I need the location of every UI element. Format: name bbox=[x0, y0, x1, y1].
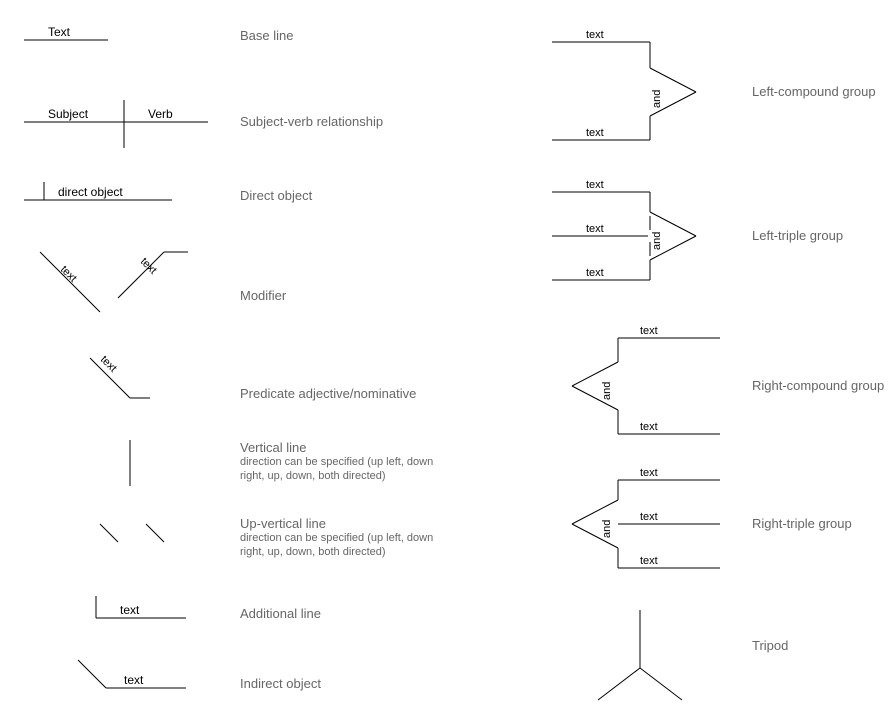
label-direct-object: Direct object bbox=[240, 188, 313, 203]
diagram-canvas: Text Base line Subject Verb Subject-verb… bbox=[0, 0, 889, 724]
item-subject-verb: Subject Verb Subject-verb relationship bbox=[24, 100, 383, 148]
label-subject-verb: Subject-verb relationship bbox=[240, 114, 383, 129]
label-indirect-object: Indirect object bbox=[240, 676, 321, 691]
label-vertical-line: Vertical line bbox=[240, 440, 306, 455]
lt-top: text bbox=[586, 179, 604, 191]
label-tripod: Tripod bbox=[752, 638, 788, 653]
lt-mid: text bbox=[586, 223, 604, 235]
rt-top: text bbox=[640, 467, 658, 479]
lt-bottom: text bbox=[586, 267, 604, 279]
label-up-vertical-line: Up-vertical line bbox=[240, 516, 326, 531]
lc-conj: and bbox=[651, 90, 663, 108]
label-left-compound: Left-compound group bbox=[752, 84, 876, 99]
item-base-line: Text Base line bbox=[24, 25, 293, 43]
rc-bottom: text bbox=[640, 421, 658, 433]
verb-text: Verb bbox=[148, 107, 173, 121]
rt-conj: and bbox=[601, 520, 613, 538]
item-vertical-line: Vertical line direction can be specified… bbox=[130, 440, 460, 496]
sub-vertical-line: direction can be specified (up left, dow… bbox=[240, 456, 460, 484]
subject-text: Subject bbox=[48, 107, 89, 121]
item-left-triple: text text text and Left-triple group bbox=[552, 179, 843, 280]
item-right-triple: text text text and Right-triple group bbox=[572, 467, 852, 568]
item-up-vertical-line: Up-vertical line direction can be specif… bbox=[100, 516, 460, 572]
lc-bottom: text bbox=[586, 127, 604, 139]
sub-up-vertical-line: direction can be specified (up left, dow… bbox=[240, 532, 460, 560]
item-direct-object: direct object Direct object bbox=[24, 182, 313, 203]
modifier-text-a: text bbox=[58, 264, 79, 285]
item-right-compound: text text and Right-compound group bbox=[572, 325, 884, 434]
item-indirect-object: text Indirect object bbox=[78, 660, 321, 691]
rt-mid: text bbox=[640, 511, 658, 523]
modifier-text-b: text bbox=[138, 256, 159, 277]
base-line-text: Text bbox=[48, 25, 71, 39]
predicate-text: text bbox=[98, 354, 119, 375]
item-left-compound: text text and Left-compound group bbox=[552, 29, 876, 140]
item-predicate-adj: text Predicate adjective/nominative bbox=[90, 354, 416, 401]
label-additional-line: Additional line bbox=[240, 606, 321, 621]
item-additional-line: text Additional line bbox=[96, 596, 321, 621]
label-right-triple: Right-triple group bbox=[752, 516, 852, 531]
rt-bottom: text bbox=[640, 555, 658, 567]
item-tripod: Tripod bbox=[598, 610, 788, 700]
label-right-compound: Right-compound group bbox=[752, 378, 884, 393]
lt-conj: and bbox=[651, 232, 663, 250]
label-left-triple: Left-triple group bbox=[752, 228, 843, 243]
label-predicate-adj: Predicate adjective/nominative bbox=[240, 386, 416, 401]
rc-top: text bbox=[640, 325, 658, 337]
indirect-object-text: text bbox=[124, 673, 144, 687]
direct-object-text: direct object bbox=[58, 185, 123, 199]
item-modifier: text text Modifier bbox=[40, 252, 287, 312]
rc-conj: and bbox=[601, 382, 613, 400]
label-base-line: Base line bbox=[240, 28, 293, 43]
additional-line-text: text bbox=[120, 603, 140, 617]
lc-top: text bbox=[586, 29, 604, 41]
label-modifier: Modifier bbox=[240, 288, 287, 303]
